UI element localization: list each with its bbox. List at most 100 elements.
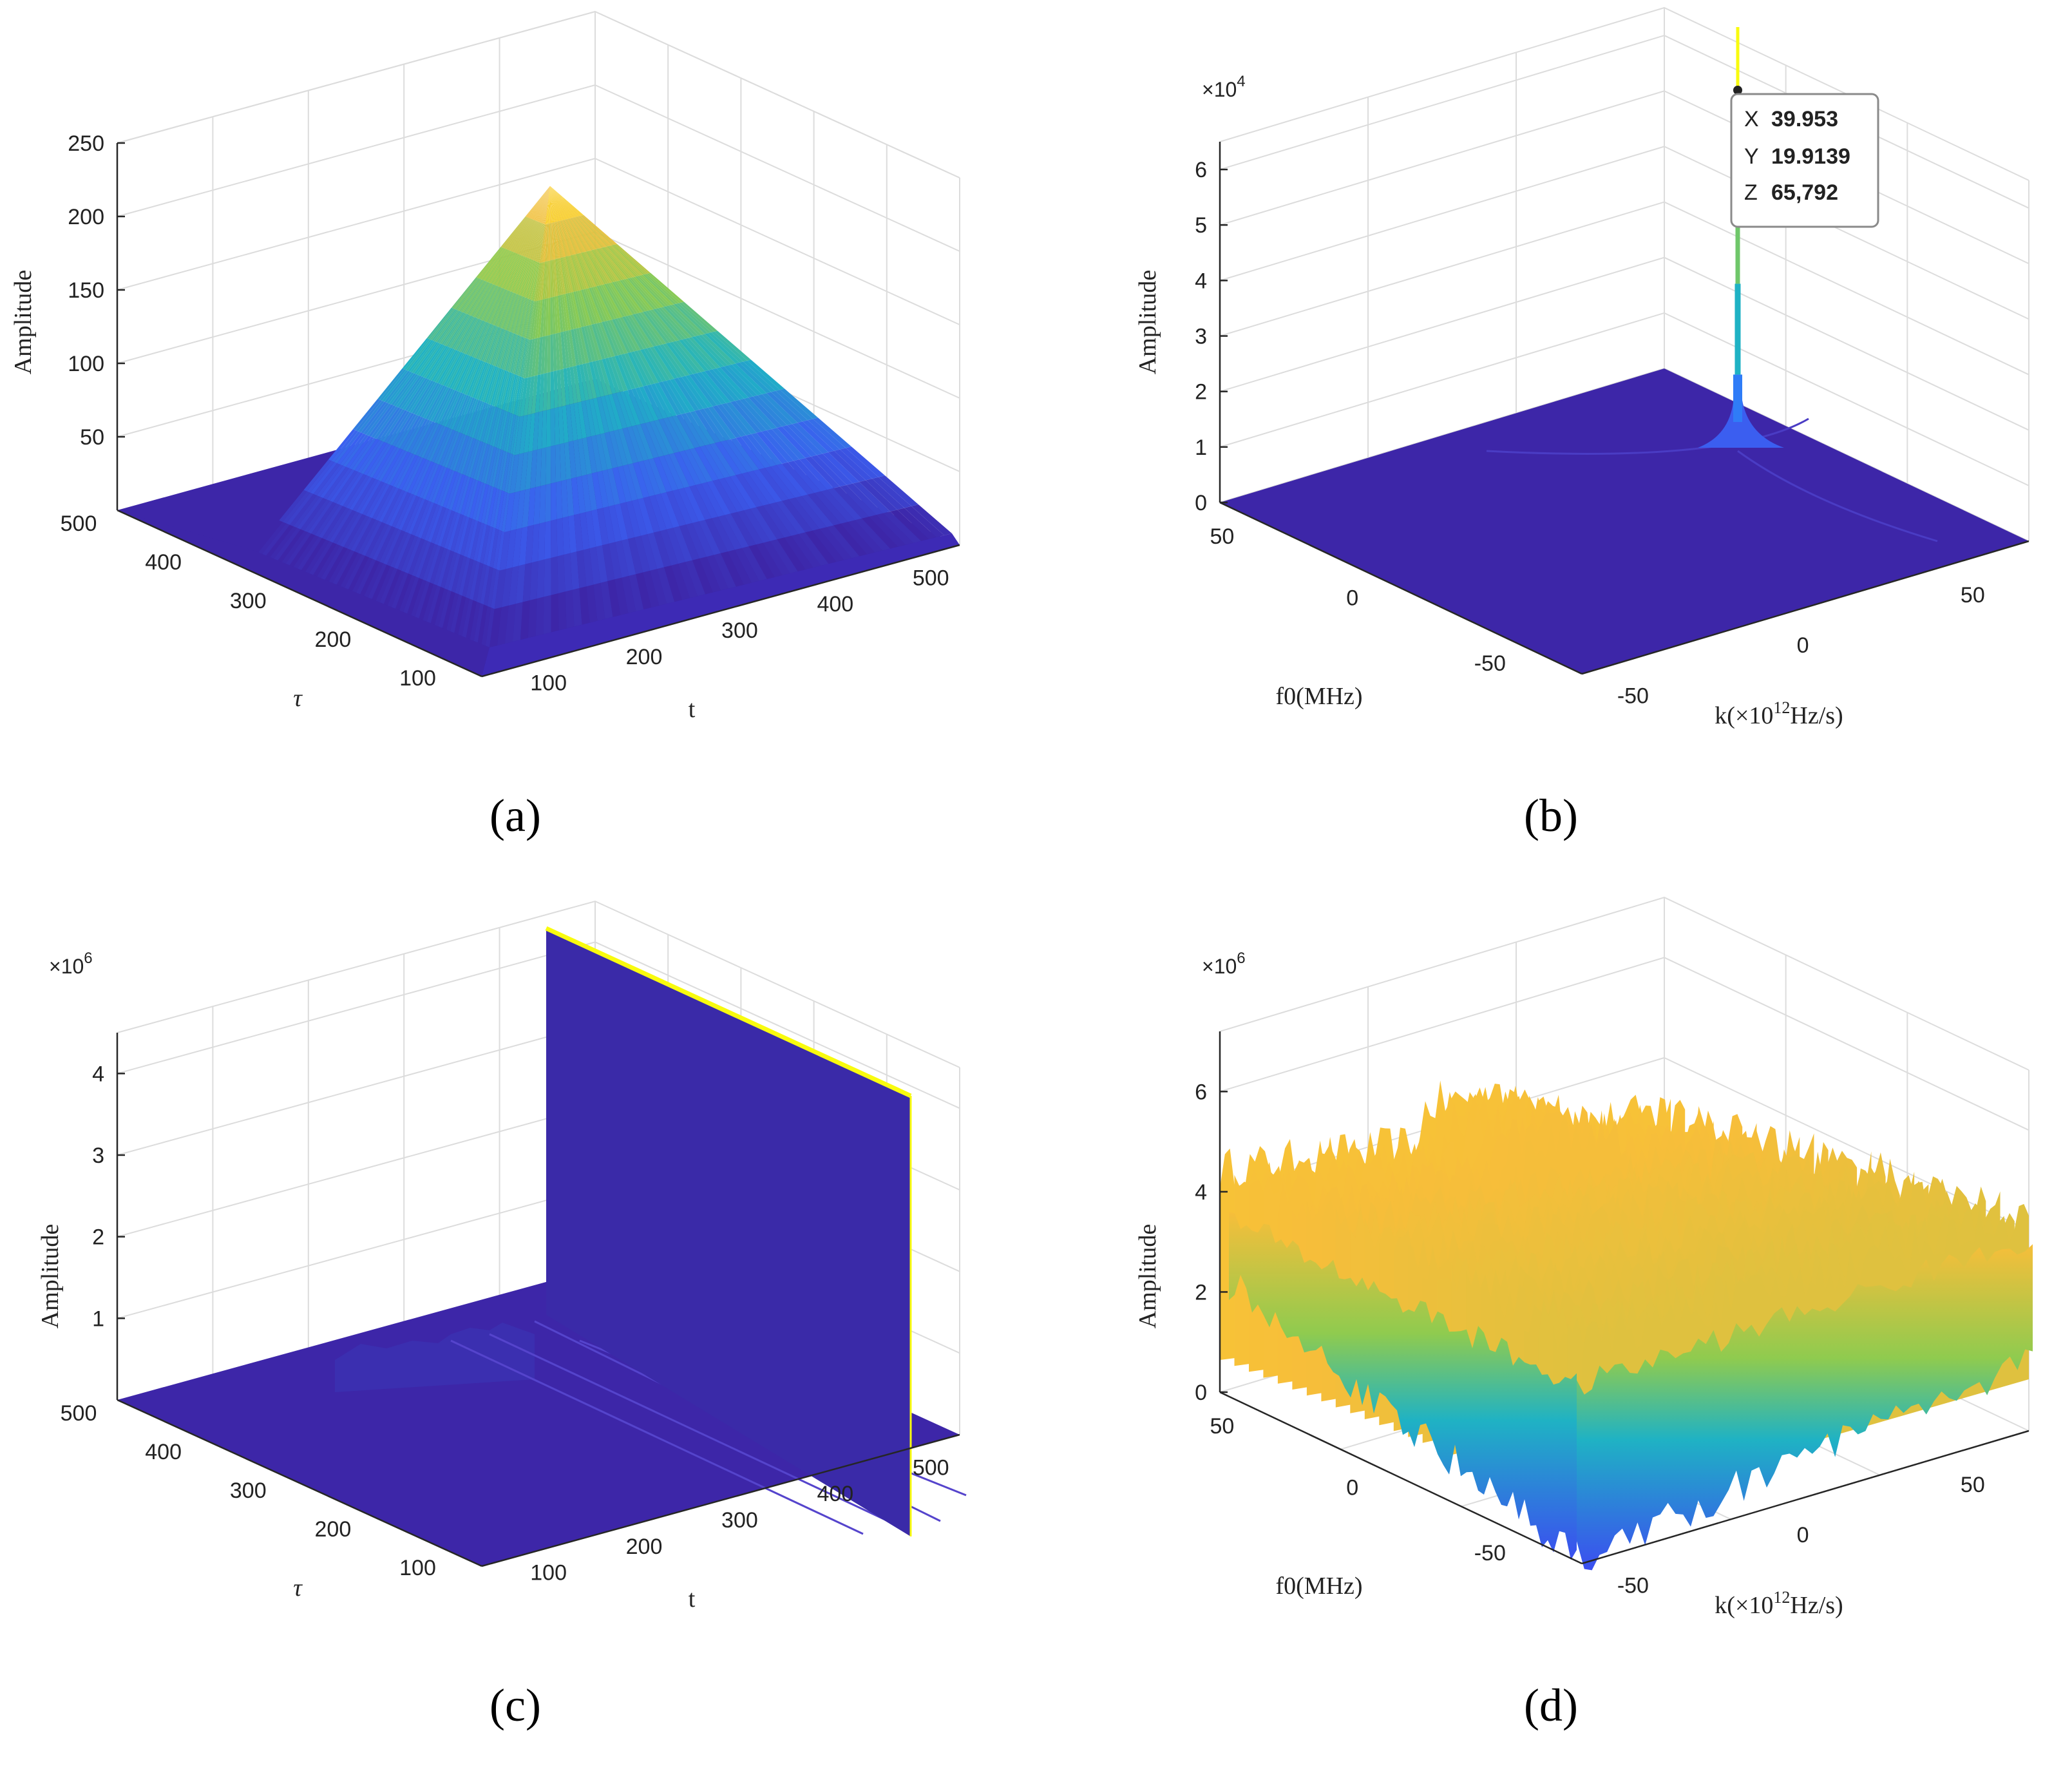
surface-patch (407, 578, 423, 615)
surface-patch (730, 401, 762, 433)
surface-patch (586, 436, 597, 474)
surface-patch (602, 284, 623, 318)
surface-patch (676, 340, 705, 372)
surface-patch (286, 492, 314, 525)
surface-patch (550, 186, 553, 223)
surface-patch (392, 413, 414, 446)
surface-patch (573, 328, 583, 365)
surface-patch (626, 501, 642, 537)
surface-patch (590, 250, 613, 283)
grid-line (1664, 312, 2029, 486)
surface-patch (496, 410, 506, 449)
surface-patch (535, 223, 543, 262)
surface-patch (531, 186, 550, 220)
surface-patch (506, 294, 518, 331)
surface-patch (527, 186, 550, 218)
surface-patch (502, 254, 519, 289)
surface-patch (343, 514, 366, 549)
surface-patch (805, 456, 841, 488)
surface-patch (776, 463, 808, 497)
surface-patch (475, 363, 489, 399)
surface-patch (524, 260, 534, 298)
surface-patch (508, 334, 518, 372)
surface-patch (354, 518, 375, 553)
surface-patch (433, 548, 448, 586)
surface-patch (718, 477, 744, 512)
surface-patch (391, 373, 416, 406)
surface-patch (486, 327, 500, 363)
surface-patch (727, 550, 752, 585)
surface-patch (482, 249, 506, 281)
surface-patch (425, 385, 446, 420)
surface-patch (407, 458, 426, 493)
surface-patch (513, 257, 526, 293)
surface-patch (471, 361, 486, 397)
surface-patch (464, 359, 481, 396)
surface-patch (521, 259, 532, 296)
surface-patch (547, 186, 550, 224)
surface-patch (450, 594, 462, 633)
surface-patch (528, 301, 535, 340)
surface-patch (491, 408, 502, 447)
surface-patch (423, 544, 438, 581)
surface-patch (545, 483, 551, 522)
surface-patch (475, 284, 495, 318)
surface-patch (654, 531, 672, 568)
surface-patch (330, 469, 355, 502)
surface-patch (653, 345, 678, 379)
surface-patch (550, 186, 578, 216)
surface-patch (748, 544, 775, 579)
spike-band (1736, 27, 1740, 99)
surface-patch (566, 293, 574, 330)
surface-patch (515, 219, 533, 253)
surface-patch (531, 222, 541, 260)
surface-patch (346, 475, 370, 509)
surface-patch (746, 434, 777, 467)
surface-patch (433, 428, 451, 464)
surface-patch (538, 224, 545, 263)
surface-patch (415, 580, 430, 618)
x-tick-label: 500 (913, 1455, 949, 1480)
surface-patch (513, 219, 533, 253)
surface-patch (459, 357, 476, 393)
surface-patch (607, 468, 620, 505)
datatip-value: 19.9139 (1771, 144, 1850, 169)
surface-patch (766, 429, 800, 461)
grid-line (1219, 146, 1665, 282)
surface-patch (544, 521, 551, 560)
surface-patch (395, 454, 416, 489)
surface-patch (389, 372, 414, 405)
grid-line (1664, 201, 2029, 376)
surface-patch (550, 186, 567, 220)
surface-patch (398, 376, 422, 408)
surface-patch (547, 223, 550, 262)
y-tick-label: 400 (145, 550, 182, 575)
surface-patch (518, 298, 528, 336)
surface-patch (363, 402, 389, 435)
surface-patch (639, 275, 672, 306)
surface-patch (795, 496, 827, 529)
surface-patch (537, 336, 543, 376)
surface-patch (566, 478, 575, 517)
surface-patch (483, 526, 493, 566)
z-tick-label: 6 (1195, 1080, 1207, 1104)
surface-patch (430, 586, 444, 625)
surface-patch (503, 412, 512, 452)
surface-patch (528, 598, 537, 638)
surface-patch (549, 186, 551, 224)
surface-patch (319, 465, 347, 499)
surface-patch (336, 551, 358, 586)
surface-patch (666, 490, 686, 526)
surface-patch (424, 504, 441, 541)
surface-patch (307, 501, 334, 534)
y-tick-label: 0 (1346, 1476, 1358, 1500)
surface-patch (551, 222, 555, 260)
panel-b: 0 1 2 3 4 5 6 ×104 50 0 -50 -50 0 50 f0(MHz) k(×1012Hz/… (1036, 0, 2071, 890)
surface-patch (592, 361, 605, 397)
surface-patch (460, 517, 473, 556)
y-tick-label: 400 (145, 1440, 182, 1464)
surface-patch (438, 311, 462, 343)
surface-patch (734, 548, 759, 583)
surface-patch (387, 570, 405, 608)
surface-patch (523, 299, 531, 338)
